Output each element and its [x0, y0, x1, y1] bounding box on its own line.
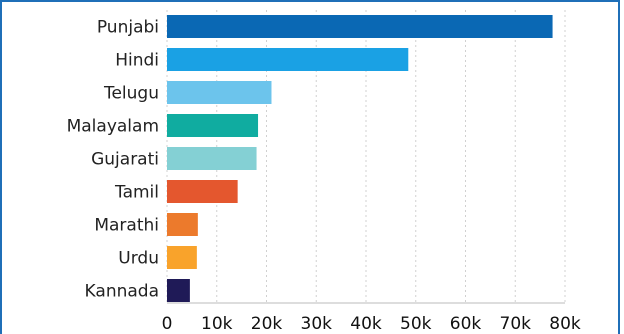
category-label-telugu: Telugu — [103, 84, 159, 104]
bar-layer — [167, 15, 553, 302]
x-tick-label-8: 80k — [549, 314, 581, 334]
x-tick-label-4: 40k — [350, 314, 382, 334]
x-tick-label-1: 10k — [201, 314, 233, 334]
x-tick-label-7: 70k — [500, 314, 532, 334]
bar-malayalam — [167, 114, 259, 137]
category-label-kannada: Kannada — [85, 282, 159, 302]
category-label-layer: Punjabi Hindi Telugu Malayalam Gujarati Tamil… — [67, 18, 159, 302]
bar-marathi — [167, 213, 198, 236]
category-label-tamil: Tamil — [114, 183, 159, 203]
bar-tamil — [167, 180, 238, 203]
x-tick-label-2: 20k — [251, 314, 283, 334]
bar-gujarati — [167, 147, 257, 170]
x-tick-label-5: 50k — [400, 314, 432, 334]
x-tick-label-6: 60k — [450, 314, 482, 334]
bar-punjabi — [167, 15, 553, 38]
category-label-gujarati: Gujarati — [91, 150, 159, 170]
bar-telugu — [167, 81, 272, 104]
x-tick-label-0: 0 — [162, 314, 173, 334]
x-tick-label-layer: 0 10k 20k 30k 40k 50k 60k 70k 80k — [162, 314, 581, 334]
category-label-urdu: Urdu — [118, 249, 159, 269]
category-label-hindi: Hindi — [115, 51, 159, 71]
x-tick-label-3: 30k — [301, 314, 333, 334]
bar-urdu — [167, 246, 197, 269]
bar-kannada — [167, 279, 190, 302]
category-label-marathi: Marathi — [94, 216, 159, 236]
category-label-malayalam: Malayalam — [67, 117, 159, 137]
bar-hindi — [167, 48, 409, 71]
category-label-punjabi: Punjabi — [97, 18, 159, 38]
